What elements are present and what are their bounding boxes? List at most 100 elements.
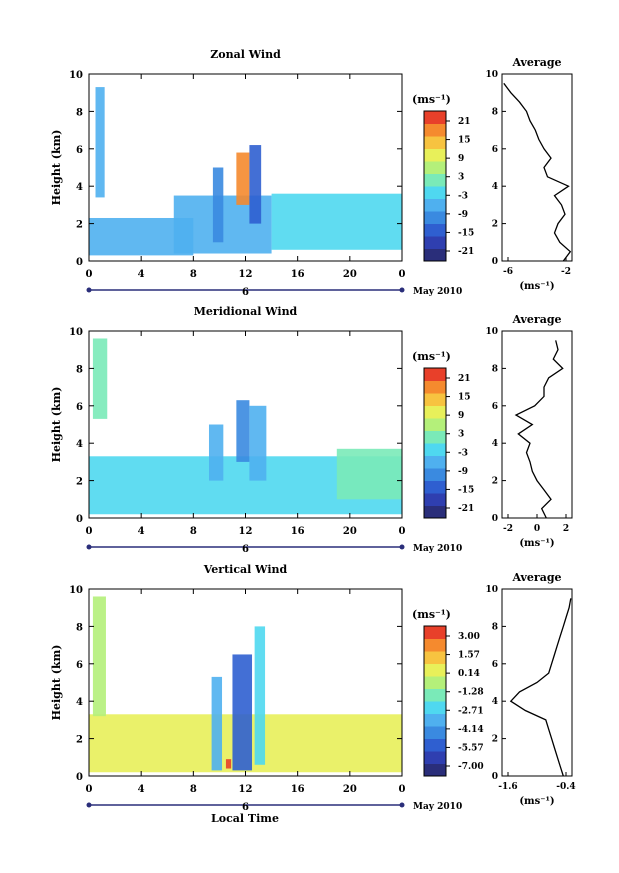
colorbar-tick-label: 9 xyxy=(458,411,464,421)
colorbar-tick-label: -3 xyxy=(458,448,468,458)
average-unit: (ms⁻¹) xyxy=(519,281,554,292)
heatmap-cell xyxy=(92,338,108,419)
average-y-tick-label: 6 xyxy=(492,660,498,670)
y-tick-label: 10 xyxy=(69,327,83,338)
colorbar-segment xyxy=(424,380,446,394)
colorbar-segment xyxy=(424,738,446,752)
colorbar-segment xyxy=(424,713,446,727)
colorbar-tick-label: -9 xyxy=(458,467,468,477)
date-label: 6 xyxy=(242,802,249,813)
y-tick-label: 4 xyxy=(76,182,83,193)
x-tick-label: 4 xyxy=(138,526,145,537)
colorbar-tick-label: 3 xyxy=(458,173,464,183)
colorbar-tick-label: 1.57 xyxy=(458,651,480,661)
colorbar-segment xyxy=(424,651,446,664)
average-x-tick-label: -2 xyxy=(503,524,513,534)
x-tick-label: 0 xyxy=(86,269,93,280)
average-title: Average xyxy=(511,313,561,326)
colorbar-segment xyxy=(424,443,446,456)
colorbar-segment xyxy=(424,701,446,714)
colorbar-tick-label: -4.14 xyxy=(458,725,484,735)
average-x-tick-label: -2 xyxy=(561,267,571,277)
heatmap-cell xyxy=(212,167,224,243)
y-tick-label: 2 xyxy=(76,477,83,488)
y-tick-label: 8 xyxy=(76,364,83,375)
colorbar-segment xyxy=(424,638,446,652)
x-tick-label: 20 xyxy=(343,526,357,537)
average-x-tick-label: -0.4 xyxy=(556,782,575,792)
y-tick-label: 0 xyxy=(76,772,83,783)
average-x-tick-label: -6 xyxy=(503,267,513,277)
month-label: May 2010 xyxy=(413,544,462,554)
x-axis-title: Local Time xyxy=(211,812,279,825)
colorbar-segment xyxy=(424,236,446,249)
heatmap-cell xyxy=(95,87,105,198)
average-x-tick-label: 2 xyxy=(563,524,569,534)
colorbar-tick-label: -21 xyxy=(458,247,474,257)
colorbar-segment xyxy=(424,248,446,262)
colorbar-tick-label: 3.00 xyxy=(458,632,480,642)
x-tick-label: 0 xyxy=(399,526,406,537)
colorbar-segment xyxy=(424,468,446,481)
colorbar-tick-label: -1.28 xyxy=(458,688,484,698)
colorbar-segment xyxy=(424,663,446,677)
average-y-tick-label: 8 xyxy=(492,622,498,632)
x-tick-label: 20 xyxy=(343,269,357,280)
colorbar-frame xyxy=(423,110,447,262)
heatmap-cell xyxy=(271,193,402,250)
heatmap-cell xyxy=(254,626,266,765)
average-x-tick-label: -1.6 xyxy=(498,782,517,792)
average-y-tick-label: 6 xyxy=(492,402,498,412)
colorbar-tick-label: 21 xyxy=(458,117,471,127)
heatmap-cell xyxy=(236,152,250,205)
colorbar-segment xyxy=(424,161,446,174)
date-bar-end xyxy=(399,544,405,550)
colorbar-segment xyxy=(424,393,446,406)
x-tick-label: 0 xyxy=(399,269,406,280)
y-tick-label: 8 xyxy=(76,107,83,118)
colorbar-frame xyxy=(423,367,447,519)
y-tick-label: 10 xyxy=(69,585,83,596)
average-y-tick-label: 8 xyxy=(492,364,498,374)
x-tick-label: 0 xyxy=(86,784,93,795)
x-tick-label: 20 xyxy=(343,784,357,795)
x-tick-label: 12 xyxy=(239,784,253,795)
y-axis-label: Height (km) xyxy=(50,387,63,463)
average-profile-line xyxy=(503,82,572,262)
colorbar-segment xyxy=(424,123,446,137)
colorbar-segment xyxy=(424,186,446,199)
y-tick-label: 6 xyxy=(76,402,83,413)
colorbar-segment xyxy=(424,493,446,506)
date-bar-start xyxy=(86,287,92,293)
colorbar-segment xyxy=(424,148,446,162)
colorbar-tick-label: -15 xyxy=(458,228,474,238)
colorbar-segment xyxy=(424,688,446,702)
average-y-tick-label: 2 xyxy=(492,220,498,230)
heatmap-cell xyxy=(211,676,223,771)
colorbar-segment xyxy=(424,111,446,124)
colorbar-tick-label: -5.57 xyxy=(458,743,484,753)
heatmap-cell xyxy=(336,448,402,500)
colorbar-segment xyxy=(424,751,446,764)
colorbar-segment xyxy=(424,763,446,777)
average-frame xyxy=(501,73,573,262)
x-tick-label: 8 xyxy=(190,526,197,537)
colorbar-tick-label: -2.71 xyxy=(458,706,484,716)
colorbar-frame xyxy=(423,625,447,777)
y-tick-label: 6 xyxy=(76,660,83,671)
heatmap-cell xyxy=(236,400,250,462)
date-bar-start xyxy=(86,802,92,808)
average-y-tick-label: 10 xyxy=(485,70,498,80)
average-y-tick-label: 2 xyxy=(492,735,498,745)
colorbar-unit: (ms⁻¹) xyxy=(412,350,451,363)
average-y-tick-label: 6 xyxy=(492,145,498,155)
average-y-tick-label: 4 xyxy=(492,182,498,192)
y-axis-label: Height (km) xyxy=(50,130,63,206)
average-frame xyxy=(501,588,573,777)
average-y-tick-label: 10 xyxy=(485,585,498,595)
x-tick-label: 12 xyxy=(239,526,253,537)
y-tick-label: 4 xyxy=(76,697,83,708)
x-tick-label: 4 xyxy=(138,269,145,280)
colorbar-tick-label: 15 xyxy=(458,393,471,403)
